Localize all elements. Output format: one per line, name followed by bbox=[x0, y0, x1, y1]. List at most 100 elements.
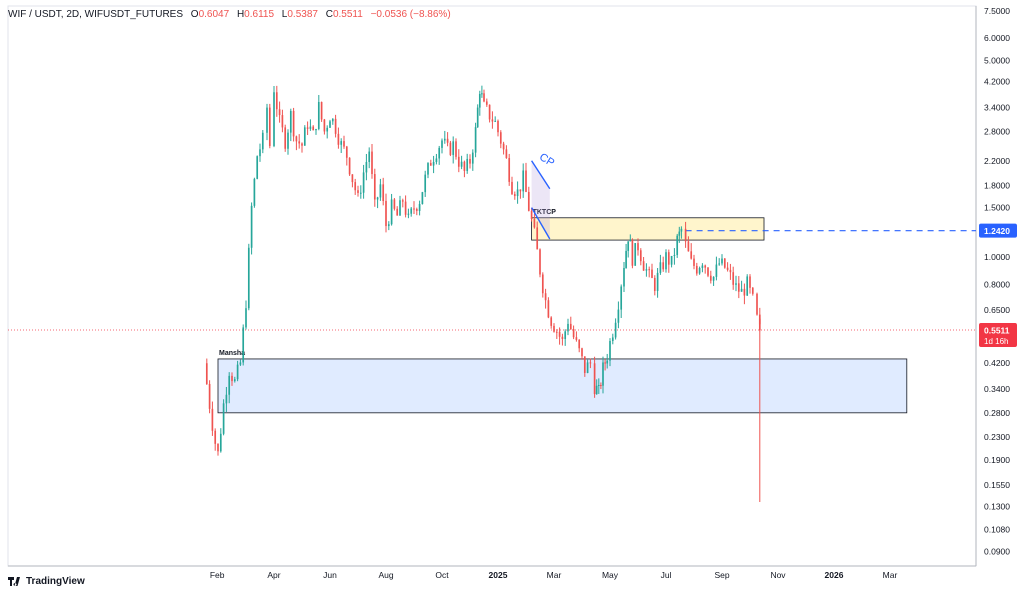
candle bbox=[516, 189, 519, 197]
candle bbox=[642, 261, 645, 271]
y-tick-label: 0.6500 bbox=[984, 305, 1010, 315]
candle bbox=[345, 146, 348, 158]
y-tick-label: 6.0000 bbox=[984, 33, 1010, 43]
candle bbox=[505, 149, 508, 159]
y-tick-label: 0.1900 bbox=[984, 455, 1010, 465]
candle bbox=[502, 143, 505, 150]
candle bbox=[614, 322, 617, 338]
candle bbox=[667, 252, 670, 265]
candle bbox=[266, 107, 268, 133]
candle bbox=[474, 127, 477, 153]
candle bbox=[278, 109, 281, 116]
candle bbox=[749, 276, 751, 288]
high-label: H bbox=[236, 9, 245, 20]
candle bbox=[387, 224, 390, 227]
candle bbox=[222, 403, 225, 434]
candle bbox=[625, 250, 627, 268]
candle bbox=[351, 174, 354, 183]
candle bbox=[298, 141, 301, 144]
candle bbox=[219, 433, 222, 452]
candle bbox=[438, 147, 441, 159]
y-tick-label: 1.5000 bbox=[984, 203, 1010, 213]
price-badge-text: 0.5511 bbox=[984, 326, 1010, 336]
last-candle bbox=[758, 318, 761, 331]
candle bbox=[604, 362, 606, 364]
y-tick-label: 3.4000 bbox=[984, 103, 1010, 113]
candle bbox=[634, 243, 637, 266]
candle bbox=[530, 210, 533, 220]
tradingview-brand[interactable]: TradingView bbox=[8, 576, 85, 587]
candle bbox=[581, 348, 583, 357]
candle bbox=[214, 430, 217, 444]
candle bbox=[365, 161, 368, 173]
plot-area bbox=[7, 5, 977, 567]
candle bbox=[687, 241, 690, 252]
candle bbox=[247, 247, 250, 309]
candle bbox=[329, 121, 331, 128]
candle bbox=[407, 213, 410, 215]
tradingview-logo-icon bbox=[8, 577, 20, 586]
candle bbox=[376, 197, 379, 200]
candle bbox=[427, 163, 429, 175]
candle bbox=[449, 142, 452, 155]
candle bbox=[743, 288, 746, 296]
y-tick-label: 4.2000 bbox=[984, 77, 1010, 87]
candle bbox=[432, 161, 435, 166]
candle bbox=[637, 243, 639, 251]
candle bbox=[312, 126, 315, 131]
low-label: L bbox=[281, 9, 288, 20]
candle bbox=[600, 385, 602, 387]
candle bbox=[231, 375, 233, 382]
candle bbox=[334, 118, 337, 134]
candle bbox=[441, 140, 443, 148]
candle bbox=[583, 356, 586, 373]
x-tick-label: 2026 bbox=[825, 570, 844, 580]
candle bbox=[653, 277, 656, 291]
candle bbox=[326, 127, 329, 132]
candle bbox=[401, 200, 404, 202]
symbol-title[interactable]: WIF / USDT, 2D, WIFUSDT_FUTURES bbox=[8, 9, 183, 20]
y-tick-label: 0.0900 bbox=[984, 547, 1010, 557]
candle bbox=[303, 127, 306, 146]
candle bbox=[645, 269, 648, 271]
candle bbox=[751, 287, 754, 294]
candle bbox=[481, 93, 483, 95]
y-tick-label: 2.2000 bbox=[984, 156, 1010, 166]
candle bbox=[233, 379, 236, 382]
candle bbox=[569, 323, 572, 330]
change-value: −0.0536 (−8.86%) bbox=[370, 9, 451, 20]
level-badge-bg bbox=[979, 223, 1017, 238]
candle bbox=[572, 329, 575, 338]
candle bbox=[665, 252, 667, 270]
candle bbox=[410, 208, 413, 214]
candle bbox=[287, 132, 289, 149]
supply-zone-label: TKTCP bbox=[533, 209, 557, 216]
candle bbox=[684, 228, 687, 242]
price-badge-bg bbox=[979, 323, 1017, 348]
candle bbox=[704, 265, 707, 268]
candle bbox=[301, 143, 303, 146]
close-value: 0.5511 bbox=[332, 9, 363, 20]
candle bbox=[690, 251, 693, 259]
candle bbox=[693, 258, 695, 266]
y-tick-label: 0.1550 bbox=[984, 480, 1010, 490]
candle bbox=[707, 267, 709, 276]
candle bbox=[261, 132, 264, 150]
candle bbox=[424, 174, 427, 193]
candle bbox=[211, 408, 214, 431]
candle bbox=[709, 275, 712, 281]
candle bbox=[499, 132, 502, 144]
candle bbox=[205, 363, 208, 384]
candle bbox=[239, 362, 242, 365]
candle bbox=[623, 267, 625, 287]
candle bbox=[547, 300, 550, 318]
candle bbox=[488, 104, 491, 120]
candle bbox=[292, 110, 295, 137]
close-label: C bbox=[325, 9, 333, 20]
candle bbox=[586, 362, 589, 373]
candle bbox=[281, 115, 284, 128]
level-badge: 1.2420 bbox=[979, 223, 1017, 238]
candle bbox=[429, 163, 432, 166]
